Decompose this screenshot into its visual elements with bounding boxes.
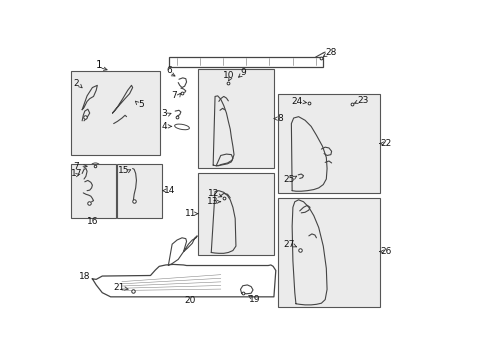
- Text: 20: 20: [185, 296, 196, 305]
- Text: 13: 13: [207, 197, 218, 206]
- Text: 2: 2: [74, 79, 79, 88]
- FancyBboxPatch shape: [278, 94, 380, 193]
- Text: 1: 1: [96, 60, 102, 70]
- Text: 14: 14: [164, 186, 175, 195]
- FancyBboxPatch shape: [278, 198, 380, 307]
- Text: 11: 11: [185, 209, 196, 218]
- Text: 4: 4: [162, 122, 168, 131]
- FancyBboxPatch shape: [71, 164, 116, 218]
- Text: 5: 5: [138, 100, 144, 109]
- Text: 22: 22: [381, 139, 392, 148]
- Text: 7: 7: [73, 162, 78, 171]
- Text: 9: 9: [241, 68, 246, 77]
- Text: 8: 8: [278, 114, 284, 123]
- Text: 16: 16: [87, 217, 98, 226]
- Text: 6: 6: [167, 66, 172, 75]
- Text: 19: 19: [249, 295, 261, 304]
- Text: 28: 28: [325, 48, 337, 57]
- FancyBboxPatch shape: [198, 174, 274, 255]
- FancyBboxPatch shape: [198, 69, 274, 168]
- FancyBboxPatch shape: [71, 71, 160, 156]
- Circle shape: [91, 163, 100, 170]
- Text: 17: 17: [72, 169, 83, 178]
- Text: 10: 10: [222, 71, 234, 80]
- Text: 15: 15: [118, 166, 130, 175]
- Text: 3: 3: [162, 109, 168, 118]
- Text: 27: 27: [283, 240, 295, 249]
- FancyBboxPatch shape: [170, 57, 323, 67]
- Text: 21: 21: [113, 283, 124, 292]
- Text: 12: 12: [207, 189, 219, 198]
- Text: 7: 7: [172, 91, 177, 100]
- Text: 24: 24: [291, 97, 302, 106]
- Text: 26: 26: [381, 247, 392, 256]
- Text: 18: 18: [79, 272, 91, 281]
- Text: 25: 25: [283, 175, 295, 184]
- Ellipse shape: [174, 124, 190, 130]
- FancyBboxPatch shape: [118, 164, 162, 218]
- Text: 23: 23: [358, 96, 369, 105]
